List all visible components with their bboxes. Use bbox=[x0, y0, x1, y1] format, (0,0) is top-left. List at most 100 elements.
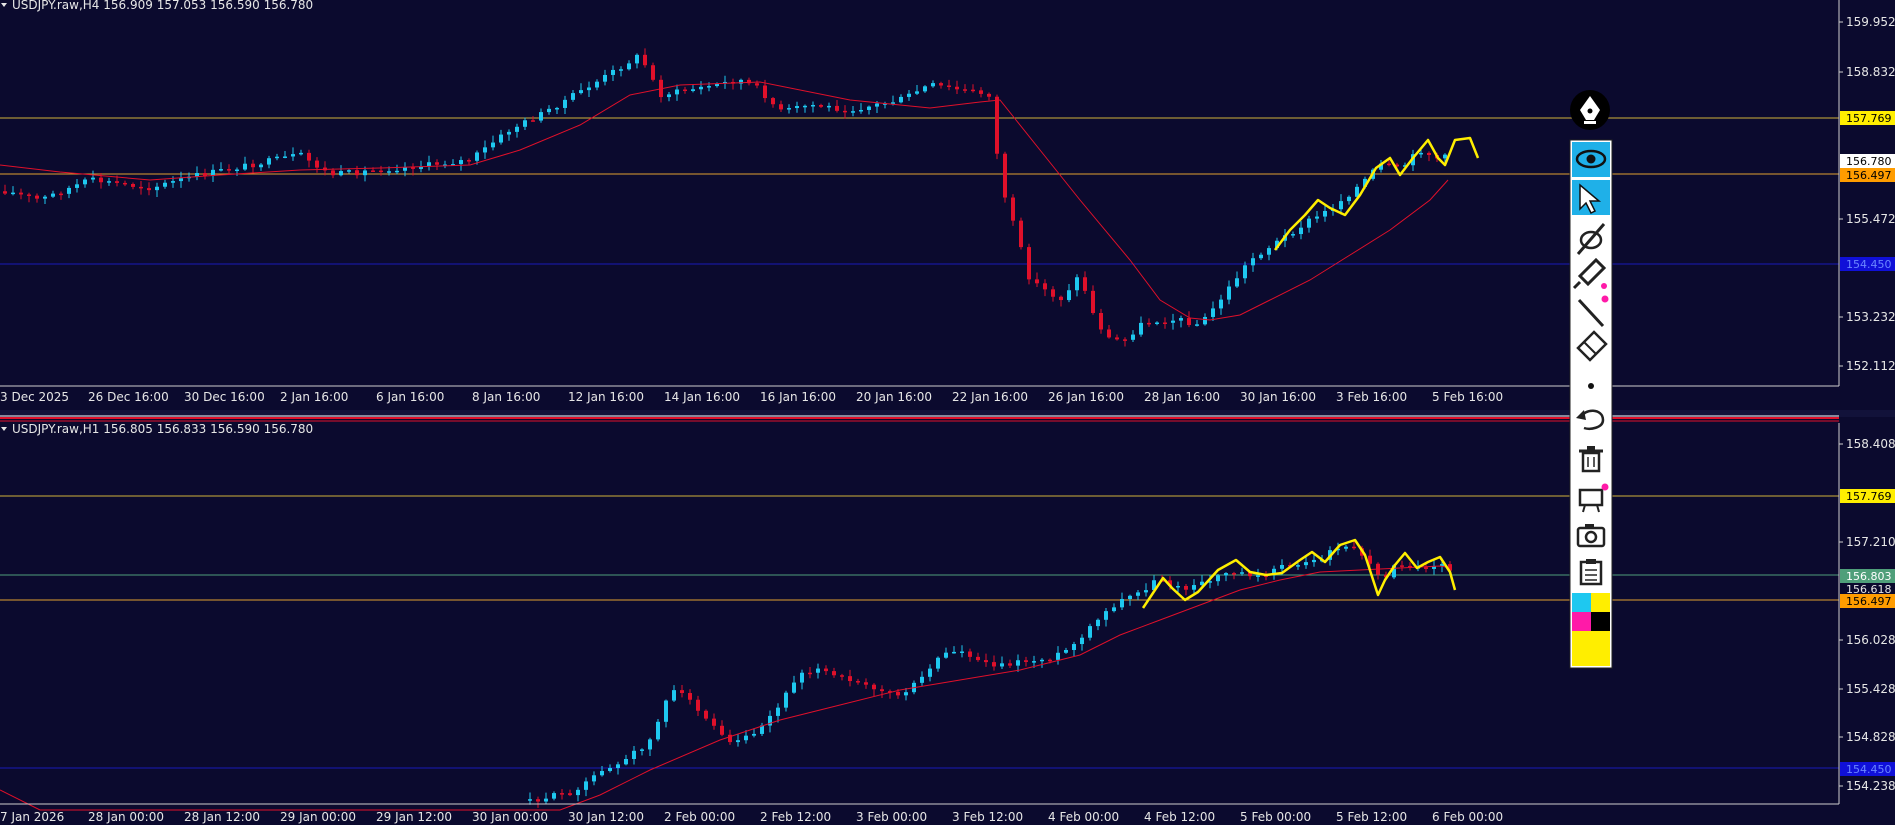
candle-body bbox=[760, 725, 764, 734]
candle-body bbox=[1027, 247, 1031, 280]
candle-body bbox=[1056, 652, 1060, 660]
candle-body bbox=[83, 179, 87, 185]
h4-x-tick: 16 Jan 16:00 bbox=[760, 390, 836, 404]
candle-body bbox=[427, 162, 431, 167]
color-swatch-cyan[interactable] bbox=[1572, 593, 1591, 612]
candle-body bbox=[971, 89, 975, 92]
h4-chart-panel[interactable]: USDJPY.raw,H4 156.909 157.053 156.590 15… bbox=[0, 0, 1839, 386]
h1-plot-area[interactable] bbox=[0, 423, 1839, 804]
camera-icon[interactable] bbox=[1576, 524, 1606, 548]
marker-icon[interactable] bbox=[1572, 257, 1607, 290]
candle-body bbox=[587, 87, 591, 91]
candle-body bbox=[1408, 565, 1412, 568]
candle-body bbox=[1256, 575, 1260, 577]
color-swatch-magenta[interactable] bbox=[1572, 612, 1591, 631]
candle-body bbox=[99, 177, 103, 183]
candle-body bbox=[931, 83, 935, 87]
candle-body bbox=[1427, 152, 1431, 155]
candle-body bbox=[739, 79, 743, 84]
monitor-icon[interactable] bbox=[1578, 483, 1609, 513]
color-swatch-selected[interactable] bbox=[1572, 631, 1610, 666]
h1-chart-panel[interactable]: USDJPY.raw,H1 156.805 156.833 156.590 15… bbox=[0, 422, 1839, 811]
candle-body bbox=[1067, 290, 1071, 301]
pin-icon[interactable] bbox=[1576, 223, 1606, 255]
candle-body bbox=[1216, 575, 1220, 582]
dot-icon[interactable] bbox=[1588, 383, 1594, 389]
candle-body bbox=[936, 657, 940, 669]
candle-body bbox=[1419, 152, 1423, 155]
candle-body bbox=[707, 86, 711, 88]
candle-body bbox=[728, 734, 732, 743]
candle-body bbox=[1259, 254, 1263, 259]
h4-y-tick: 155.472 bbox=[1846, 212, 1895, 226]
candle-body bbox=[1099, 313, 1103, 330]
candle-body bbox=[835, 105, 839, 111]
candle-body bbox=[635, 54, 639, 64]
h4-hand-drawing bbox=[1274, 136, 1480, 251]
pen-logo-icon[interactable] bbox=[1570, 90, 1610, 130]
clipboard-icon[interactable] bbox=[1579, 559, 1603, 586]
candle-body bbox=[1227, 286, 1231, 300]
cursor-icon[interactable] bbox=[1572, 180, 1610, 215]
candle-body bbox=[787, 108, 791, 110]
candle-body bbox=[891, 102, 895, 104]
undo-icon[interactable] bbox=[1576, 409, 1605, 430]
candle-body bbox=[848, 676, 852, 682]
color-palette[interactable] bbox=[1572, 593, 1610, 666]
candle-body bbox=[1291, 234, 1295, 236]
candle-body bbox=[1059, 296, 1063, 301]
h1-price-tag-orange-text: 156.497 bbox=[1846, 595, 1892, 608]
candle-body bbox=[1440, 564, 1444, 566]
color-swatch-yellow[interactable] bbox=[1591, 593, 1610, 612]
candle-body bbox=[960, 651, 964, 653]
h4-plot-area[interactable] bbox=[0, 0, 1839, 386]
candle-body bbox=[576, 789, 580, 796]
candle-body bbox=[640, 749, 644, 751]
candle-body bbox=[1211, 308, 1215, 317]
candle-body bbox=[387, 171, 391, 173]
candle-body bbox=[1075, 277, 1079, 291]
candle-body bbox=[1123, 339, 1127, 341]
candle-body bbox=[1432, 565, 1436, 569]
candle-body bbox=[920, 676, 924, 683]
candle-body bbox=[747, 79, 751, 84]
candle-body bbox=[963, 89, 967, 91]
candle-body bbox=[1112, 607, 1116, 612]
candle-body bbox=[1043, 283, 1047, 290]
eye-icon[interactable] bbox=[1572, 142, 1610, 177]
trash-icon[interactable] bbox=[1579, 446, 1603, 473]
color-swatch-black[interactable] bbox=[1591, 612, 1610, 631]
h1-x-tick: 2 Feb 12:00 bbox=[760, 810, 831, 824]
line-icon[interactable] bbox=[1577, 295, 1609, 328]
candle-body bbox=[1272, 568, 1276, 576]
candle-body bbox=[955, 86, 959, 90]
candle-body bbox=[699, 86, 703, 90]
candle-body bbox=[1315, 216, 1319, 219]
candle-body bbox=[563, 99, 567, 108]
h4-x-tick: 26 Dec 16:00 bbox=[88, 390, 169, 404]
candle-body bbox=[832, 671, 836, 676]
candle-body bbox=[592, 775, 596, 782]
h1-x-tick: 6 Feb 00:00 bbox=[1432, 810, 1503, 824]
candle-body bbox=[1168, 580, 1172, 586]
candle-body bbox=[43, 196, 47, 199]
h4-x-tick: 20 Jan 16:00 bbox=[856, 390, 932, 404]
candle-body bbox=[19, 192, 23, 195]
candle-body bbox=[75, 184, 79, 188]
candle-body bbox=[1243, 265, 1247, 279]
candle-body bbox=[880, 689, 884, 692]
eraser-icon[interactable] bbox=[1576, 330, 1608, 362]
h1-header-arrow-icon bbox=[1, 427, 7, 431]
candle-body bbox=[763, 85, 767, 99]
candle-body bbox=[536, 799, 540, 802]
candle-body bbox=[1363, 178, 1367, 187]
h1-price-tag-blue bbox=[1840, 762, 1895, 776]
candle-body bbox=[1219, 299, 1223, 309]
candle-body bbox=[1395, 164, 1399, 167]
candle-body bbox=[355, 170, 359, 176]
candle-body bbox=[712, 718, 716, 726]
panel-separator[interactable] bbox=[0, 410, 1895, 417]
h4-moving-average bbox=[0, 81, 1449, 321]
candle-body bbox=[1152, 580, 1156, 591]
candle-body bbox=[163, 182, 167, 187]
